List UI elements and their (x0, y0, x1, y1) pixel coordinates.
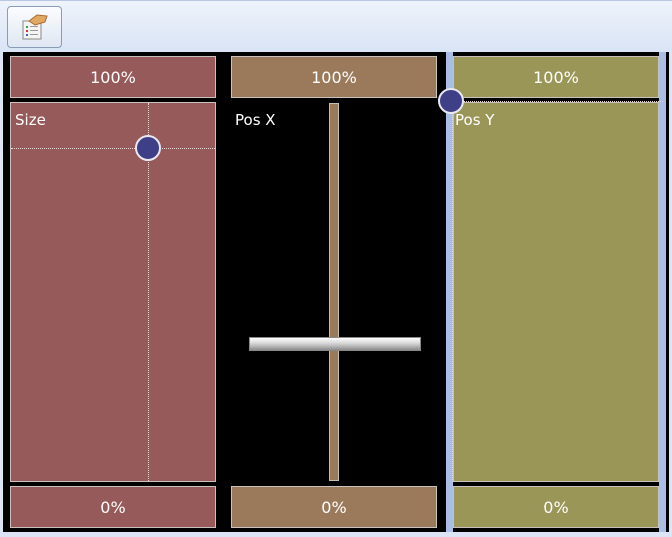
size-pad[interactable] (10, 102, 216, 482)
toolbar (0, 0, 672, 52)
posx-max-label[interactable]: 100% (231, 56, 437, 98)
properties-button[interactable] (7, 6, 62, 48)
posy-min-label[interactable]: 0% (453, 486, 659, 528)
posy-pad[interactable] (453, 102, 659, 482)
posx-min-label[interactable]: 0% (231, 486, 437, 528)
posy-crosshair-vertical (452, 102, 453, 482)
posx-label: Pos X (235, 111, 276, 129)
properties-hand-icon (22, 14, 48, 40)
size-max-label[interactable]: 100% (10, 56, 216, 98)
size-min-label[interactable]: 0% (10, 486, 216, 528)
posx-slider-thumb[interactable] (249, 337, 421, 351)
size-label: Size (15, 111, 46, 129)
posx-slider-track[interactable] (329, 103, 339, 481)
posy-crosshair-horizontal (453, 101, 663, 102)
posy-max-label[interactable]: 100% (453, 56, 659, 98)
size-crosshair-vertical (148, 103, 149, 481)
controls-area: 100% Size 0% 100% Pos X 0% 100% Pos Y 0% (3, 52, 669, 532)
posy-knob[interactable] (438, 88, 464, 114)
size-knob[interactable] (135, 135, 161, 161)
posy-label: Pos Y (455, 111, 495, 129)
size-crosshair-horizontal (11, 148, 215, 149)
